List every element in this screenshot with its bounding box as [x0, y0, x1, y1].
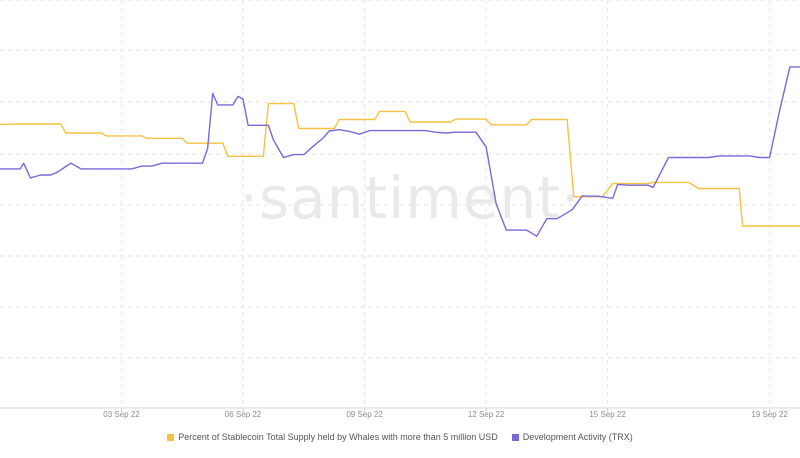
legend-item-dev-activity[interactable]: Development Activity (TRX) [511, 432, 633, 442]
legend-label-dev-activity: Development Activity (TRX) [522, 432, 633, 442]
legend-label-stablecoin: Percent of Stablecoin Total Supply held … [178, 432, 498, 442]
x-tick-label: 06 Sep 22 [225, 410, 262, 419]
series-lines [0, 66, 800, 237]
x-tick-label: 19 Sep 22 [751, 410, 788, 419]
chart-plot: ·santiment· 03 Sep 22 06 Sep 22 09 Sep 22 1… [0, 0, 800, 419]
watermark: ·santiment· [240, 164, 581, 232]
x-tick-label: 15 Sep 22 [589, 410, 626, 419]
legend-item-stablecoin[interactable]: Percent of Stablecoin Total Supply held … [167, 432, 498, 442]
series-line-dev-activity [0, 66, 800, 237]
x-tick-label: 03 Sep 22 [103, 410, 140, 419]
legend-swatch-stablecoin [167, 433, 175, 441]
legend: Percent of Stablecoin Total Supply held … [0, 432, 800, 442]
series-line-stablecoin [0, 102, 800, 227]
legend-swatch-dev-activity [511, 433, 519, 441]
x-tick-label: 12 Sep 22 [468, 410, 505, 419]
x-tick-label: 09 Sep 22 [346, 410, 383, 419]
x-axis: 03 Sep 22 06 Sep 22 09 Sep 22 12 Sep 22 15 S… [0, 407, 800, 419]
grid [0, 0, 800, 408]
